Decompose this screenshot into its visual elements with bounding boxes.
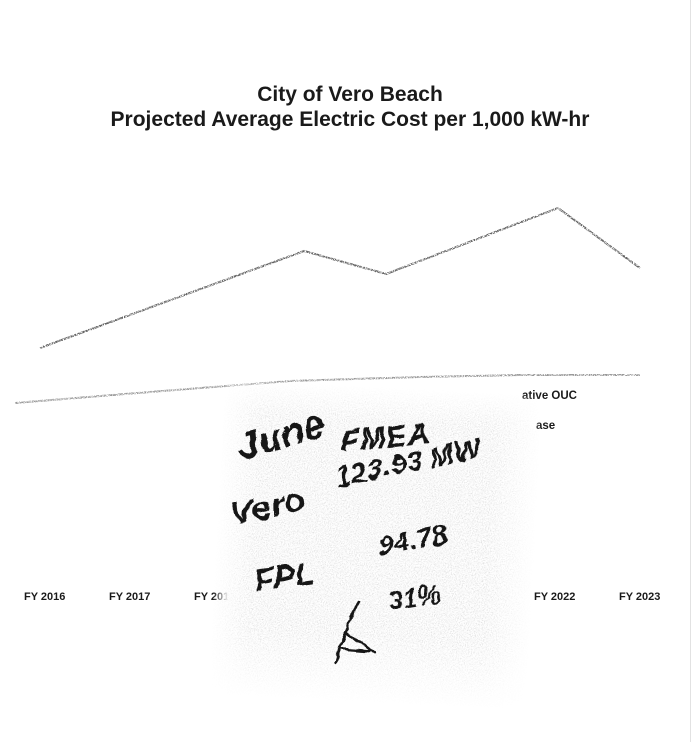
svg-text:94.78: 94.78 xyxy=(374,517,449,560)
svg-text:Vero: Vero xyxy=(226,479,307,532)
svg-text:31%: 31% xyxy=(385,577,441,614)
svg-text:June: June xyxy=(231,402,328,467)
svg-text:FPL: FPL xyxy=(250,553,315,597)
